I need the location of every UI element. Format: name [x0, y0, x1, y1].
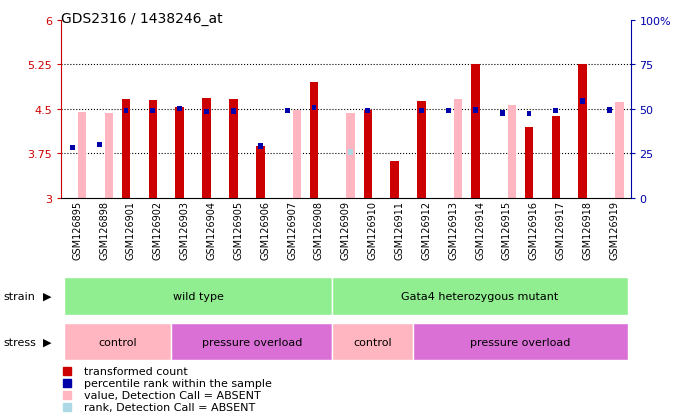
Text: GSM126912: GSM126912: [421, 200, 431, 259]
Bar: [123, 109, 128, 114]
Text: ▶: ▶: [43, 291, 52, 301]
Bar: [508, 105, 516, 198]
Text: GSM126919: GSM126919: [610, 200, 620, 259]
Text: rank, Detection Call = ABSENT: rank, Detection Call = ABSENT: [84, 402, 255, 412]
Text: GDS2316 / 1438246_at: GDS2316 / 1438246_at: [61, 12, 222, 26]
Text: GSM126895: GSM126895: [72, 200, 82, 259]
Bar: [473, 108, 478, 113]
Bar: [527, 112, 532, 117]
Bar: [346, 114, 355, 198]
Bar: [391, 161, 399, 198]
Bar: [348, 150, 353, 155]
Bar: [332, 323, 413, 361]
Bar: [580, 99, 585, 104]
Text: GSM126911: GSM126911: [395, 200, 405, 259]
Bar: [365, 109, 370, 114]
Bar: [151, 109, 155, 114]
Text: GSM126909: GSM126909: [341, 200, 351, 259]
Bar: [454, 100, 462, 198]
Text: GSM126905: GSM126905: [233, 200, 243, 259]
Bar: [231, 109, 236, 114]
Text: strain: strain: [3, 291, 35, 301]
Text: control: control: [98, 337, 137, 347]
Text: Gata4 heterozygous mutant: Gata4 heterozygous mutant: [401, 291, 559, 301]
Bar: [607, 108, 612, 113]
Text: transformed count: transformed count: [84, 366, 188, 376]
Text: GSM126910: GSM126910: [367, 200, 378, 259]
Bar: [419, 109, 424, 114]
Bar: [525, 127, 534, 198]
Bar: [285, 109, 290, 114]
Text: GSM126902: GSM126902: [153, 200, 163, 259]
Bar: [78, 112, 86, 198]
Bar: [293, 111, 301, 198]
Text: GSM126901: GSM126901: [126, 200, 136, 259]
Bar: [310, 83, 319, 198]
Text: GSM126915: GSM126915: [502, 200, 512, 259]
Bar: [178, 107, 182, 112]
Text: GSM126907: GSM126907: [287, 200, 297, 259]
Text: pressure overload: pressure overload: [471, 337, 571, 347]
Bar: [363, 111, 372, 198]
Text: GSM126908: GSM126908: [314, 200, 324, 259]
Text: stress: stress: [3, 337, 36, 347]
Bar: [417, 102, 426, 198]
Bar: [552, 116, 560, 198]
Text: GSM126917: GSM126917: [556, 200, 565, 259]
Text: GSM126903: GSM126903: [180, 200, 190, 259]
Bar: [553, 109, 558, 114]
Bar: [332, 278, 628, 315]
Bar: [104, 114, 113, 198]
Bar: [171, 323, 332, 361]
Bar: [148, 100, 157, 198]
Text: value, Detection Call = ABSENT: value, Detection Call = ABSENT: [84, 390, 260, 400]
Bar: [204, 110, 209, 115]
Bar: [312, 106, 317, 111]
Bar: [413, 323, 628, 361]
Text: wild type: wild type: [173, 291, 224, 301]
Bar: [70, 145, 75, 151]
Bar: [122, 100, 130, 198]
Bar: [446, 109, 451, 114]
Bar: [176, 108, 184, 198]
Text: control: control: [353, 337, 392, 347]
Bar: [578, 65, 587, 198]
Text: percentile rank within the sample: percentile rank within the sample: [84, 378, 272, 388]
Text: GSM126913: GSM126913: [448, 200, 458, 259]
Bar: [500, 111, 504, 116]
Bar: [202, 99, 211, 198]
Bar: [471, 65, 479, 198]
Text: GSM126916: GSM126916: [529, 200, 539, 259]
Bar: [64, 323, 171, 361]
Text: ▶: ▶: [43, 337, 52, 347]
Text: GSM126914: GSM126914: [475, 200, 485, 259]
Bar: [64, 278, 332, 315]
Text: pressure overload: pressure overload: [201, 337, 302, 347]
Bar: [256, 147, 264, 198]
Bar: [97, 142, 102, 147]
Text: GSM126898: GSM126898: [99, 200, 109, 259]
Text: GSM126904: GSM126904: [207, 200, 216, 259]
Bar: [615, 102, 624, 198]
Text: GSM126906: GSM126906: [260, 200, 271, 259]
Bar: [229, 100, 238, 198]
Bar: [258, 144, 263, 150]
Text: GSM126918: GSM126918: [582, 200, 593, 259]
